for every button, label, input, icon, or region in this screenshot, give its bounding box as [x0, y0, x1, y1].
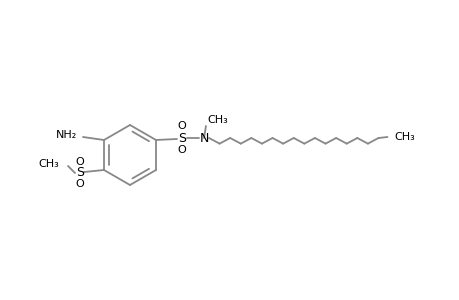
- Text: O: O: [177, 145, 186, 155]
- Text: S: S: [178, 131, 185, 145]
- Text: CH₃: CH₃: [207, 115, 227, 125]
- Text: O: O: [177, 121, 186, 131]
- Text: CH₃: CH₃: [394, 132, 414, 142]
- Text: O: O: [75, 157, 84, 167]
- Text: N: N: [199, 131, 208, 145]
- Text: CH₃: CH₃: [38, 159, 59, 169]
- Text: NH₂: NH₂: [56, 130, 77, 140]
- Text: O: O: [75, 179, 84, 189]
- Text: S: S: [76, 167, 84, 179]
